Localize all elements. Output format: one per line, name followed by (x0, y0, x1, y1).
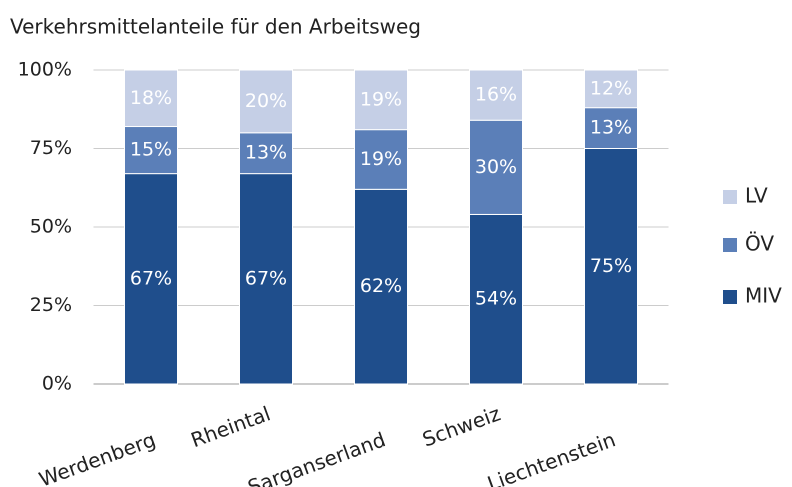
y-tick-label: 50% (30, 216, 72, 238)
x-tick-label: Liechtenstein (484, 427, 618, 487)
legend-swatch (723, 190, 737, 204)
data-label: 12% (590, 77, 632, 99)
chart-title: Verkehrsmittelanteile für den Arbeitsweg (10, 15, 421, 39)
x-tick-label: Sarganserland (245, 427, 389, 487)
bar-segment (124, 69, 178, 128)
bar-segment (584, 107, 638, 149)
x-tick-label: Werdenberg (36, 427, 159, 487)
bar-segment (124, 173, 178, 385)
bar-segment (584, 148, 638, 385)
y-tick-label: 100% (18, 59, 72, 81)
legend-label: ÖV (745, 232, 774, 256)
data-label: 67% (245, 267, 287, 289)
data-label: 30% (475, 156, 517, 178)
legend-label: LV (745, 184, 768, 208)
x-tick-label: Rheintal (188, 401, 274, 452)
data-label: 13% (590, 117, 632, 139)
x-tick-label: Schweiz (419, 401, 503, 451)
legend-swatch (723, 290, 737, 304)
legend-label: MIV (745, 284, 782, 308)
bar-segment (584, 69, 638, 109)
bar-segment (469, 119, 523, 215)
data-label: 15% (130, 139, 172, 161)
data-label: 18% (130, 87, 172, 109)
y-tick-label: 25% (30, 294, 72, 316)
bar-segment (469, 213, 523, 385)
data-label: 67% (130, 267, 172, 289)
data-label: 62% (360, 275, 402, 297)
bar-segment (239, 69, 293, 134)
data-label: 75% (590, 255, 632, 277)
bar-segment (469, 69, 523, 121)
y-tick-label: 75% (30, 137, 72, 159)
bar-segment (124, 126, 178, 175)
data-label: 54% (475, 288, 517, 310)
data-label: 19% (360, 88, 402, 110)
data-label: 13% (245, 142, 287, 164)
data-label: 16% (475, 84, 517, 106)
bar-segment (354, 188, 408, 385)
data-label: 19% (360, 148, 402, 170)
data-label: 20% (245, 90, 287, 112)
bar-segment (354, 129, 408, 190)
bar-segment (354, 69, 408, 131)
y-tick-label: 0% (42, 373, 72, 395)
legend-swatch (723, 238, 737, 252)
